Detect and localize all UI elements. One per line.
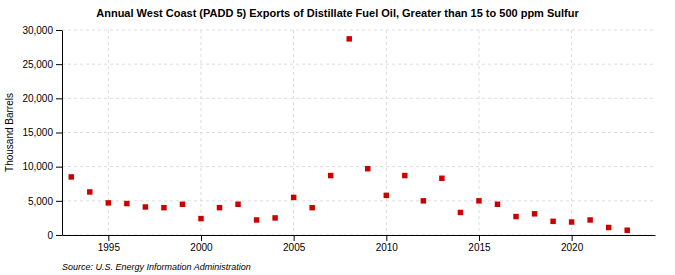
x-tick-label: 2015 bbox=[468, 242, 491, 253]
point bbox=[69, 174, 74, 179]
point bbox=[106, 200, 111, 205]
grid-line-x bbox=[200, 30, 201, 235]
x-tick-label: 1995 bbox=[98, 242, 121, 253]
x-tick: 2010 bbox=[376, 235, 399, 253]
point bbox=[384, 193, 389, 198]
x-tick-mark bbox=[386, 235, 387, 241]
x-tick-mark bbox=[572, 235, 573, 241]
y-tick-mark bbox=[56, 235, 62, 236]
y-tick: 5,000 bbox=[28, 196, 62, 207]
point bbox=[439, 176, 444, 181]
x-tick-label: 2005 bbox=[283, 242, 306, 253]
point bbox=[87, 189, 92, 194]
point bbox=[180, 202, 185, 207]
x-tick-label: 2020 bbox=[561, 242, 584, 253]
point bbox=[328, 173, 333, 178]
point bbox=[513, 214, 518, 219]
x-tick: 2000 bbox=[190, 235, 213, 253]
grid-line-y bbox=[62, 98, 655, 99]
y-tick-label: 30,000 bbox=[22, 25, 53, 36]
annotation: Source: U.S. Energy Information Administ… bbox=[62, 262, 251, 272]
y-tick: 15,000 bbox=[22, 127, 62, 138]
point bbox=[624, 227, 629, 232]
y-tick-label: 0 bbox=[47, 230, 53, 241]
x-tick-label: 2000 bbox=[190, 242, 213, 253]
y-tick-label: 10,000 bbox=[22, 161, 53, 172]
grid bbox=[62, 30, 655, 235]
grid-line-y bbox=[62, 64, 655, 65]
point bbox=[550, 219, 555, 224]
y-tick: 25,000 bbox=[22, 59, 62, 70]
point bbox=[606, 225, 611, 230]
y-axis-line bbox=[62, 31, 63, 236]
point bbox=[569, 219, 574, 224]
grid-line-y bbox=[62, 235, 655, 236]
point bbox=[365, 166, 370, 171]
point bbox=[254, 217, 259, 222]
point bbox=[458, 210, 463, 215]
y-tick-mark bbox=[56, 167, 62, 168]
plot: 1995 2000 2005 2010 2015 2020 0 5,000 10,000 15,0… bbox=[22, 25, 655, 253]
point bbox=[143, 204, 148, 209]
grid-line-x bbox=[571, 30, 572, 235]
x-tick-mark bbox=[294, 235, 295, 241]
y-axis: 0 5,000 10,000 15,000 20,000 25,000 30,000 bbox=[22, 25, 62, 241]
point bbox=[161, 205, 166, 210]
x-tick: 2015 bbox=[468, 235, 491, 253]
grid-line-y bbox=[62, 30, 655, 31]
point bbox=[124, 201, 129, 206]
point bbox=[532, 211, 537, 216]
point bbox=[291, 195, 296, 200]
grid-line-x bbox=[386, 30, 387, 235]
y-tick-mark bbox=[56, 98, 62, 99]
x-tick: 2005 bbox=[283, 235, 306, 253]
point bbox=[235, 202, 240, 207]
x-tick: 1995 bbox=[98, 235, 121, 253]
y-tick: 30,000 bbox=[22, 25, 62, 36]
point bbox=[272, 215, 277, 220]
y-tick-mark bbox=[56, 201, 62, 202]
grid-line-y bbox=[62, 166, 655, 167]
y-axis-title: Thousand Barrels bbox=[4, 93, 15, 172]
point bbox=[217, 205, 222, 210]
x-tick-mark bbox=[108, 235, 109, 241]
x-axis: 1995 2000 2005 2010 2015 2020 bbox=[63, 235, 656, 253]
point bbox=[198, 216, 203, 221]
point bbox=[346, 36, 351, 41]
point bbox=[587, 217, 592, 222]
chart: 1995 2000 2005 2010 2015 2020 0 5,000 10,000 15,0… bbox=[0, 0, 675, 275]
grid-line-x bbox=[293, 30, 294, 235]
x-tick-mark bbox=[479, 235, 480, 241]
y-tick: 20,000 bbox=[22, 93, 62, 104]
x-tick: 2020 bbox=[561, 235, 584, 253]
point bbox=[421, 198, 426, 203]
title: Annual West Coast (PADD 5) Exports of Di… bbox=[96, 7, 579, 19]
point bbox=[402, 173, 407, 178]
grid-line-y bbox=[62, 200, 655, 201]
y-tick-label: 5,000 bbox=[28, 196, 53, 207]
x-tick-mark bbox=[201, 235, 202, 241]
grid-line-x bbox=[478, 30, 479, 235]
y-tick-label: 20,000 bbox=[22, 93, 53, 104]
y-tick-mark bbox=[56, 133, 62, 134]
y-tick: 0 bbox=[47, 230, 62, 241]
y-tick-label: 25,000 bbox=[22, 59, 53, 70]
point bbox=[495, 202, 500, 207]
y-tick-label: 15,000 bbox=[22, 127, 53, 138]
points bbox=[69, 36, 630, 233]
y-tick: 10,000 bbox=[22, 161, 62, 172]
y-tick-mark bbox=[56, 64, 62, 65]
grid-line-y bbox=[62, 132, 655, 133]
point bbox=[476, 198, 481, 203]
y-tick-mark bbox=[56, 30, 62, 31]
x-tick-label: 2010 bbox=[376, 242, 399, 253]
x-axis-line bbox=[63, 235, 656, 236]
point bbox=[309, 205, 314, 210]
